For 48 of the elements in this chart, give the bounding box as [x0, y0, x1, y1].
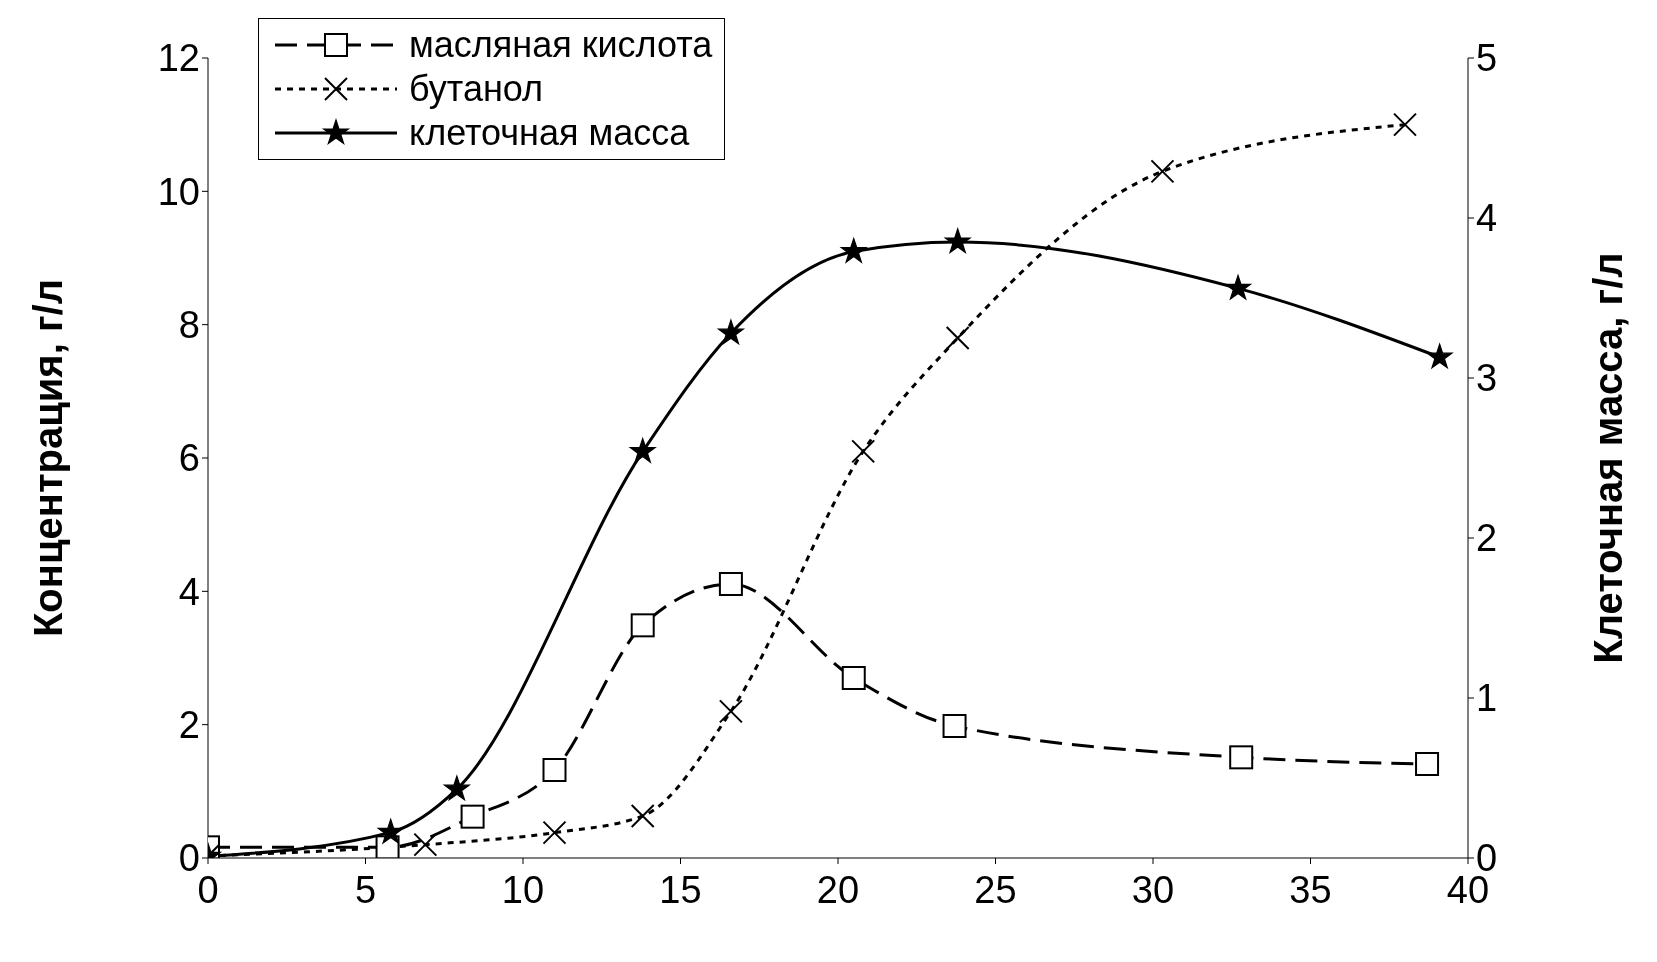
y-tick-label: 0	[178, 837, 200, 880]
point	[377, 818, 404, 844]
y-tick-label: 12	[157, 37, 200, 80]
point	[718, 572, 743, 596]
point	[840, 238, 867, 263]
point	[841, 666, 866, 690]
point	[1415, 752, 1440, 776]
legend-label: клеточная масса	[409, 112, 690, 154]
y2-tick-label: 5	[1476, 37, 1498, 80]
point	[942, 714, 967, 738]
y-axis-title: Концентрация, г/л	[26, 278, 71, 638]
x-tick-label: 35	[1289, 868, 1332, 911]
x-tick-label: 20	[816, 868, 860, 911]
point	[413, 832, 438, 857]
point	[630, 613, 655, 638]
point	[1229, 745, 1254, 770]
point	[630, 804, 655, 828]
point	[443, 775, 470, 801]
legend-label: бутанол	[409, 68, 544, 110]
y2-tick-label: 1	[1476, 677, 1498, 720]
y2-axis-title: Клеточная масса, г/л	[1586, 252, 1631, 664]
point	[542, 758, 567, 782]
point	[1426, 343, 1453, 369]
point	[851, 439, 876, 464]
legend-label: масляная кислота	[409, 24, 713, 66]
y-tick-label: 10	[157, 170, 200, 213]
y-tick-label: 6	[178, 437, 200, 480]
x-tick-label: 25	[974, 868, 1017, 911]
y-tick-label: 2	[178, 704, 200, 747]
x-tick-label: 15	[659, 868, 702, 911]
y2-tick-label: 2	[1476, 517, 1498, 560]
point	[460, 804, 485, 829]
point	[945, 326, 970, 350]
x-tick-label: 5	[354, 868, 377, 911]
y2-tick-label: 3	[1476, 357, 1498, 400]
point	[1225, 274, 1252, 300]
y2-tick-label: 4	[1476, 197, 1498, 240]
point	[717, 319, 744, 345]
point	[542, 820, 567, 845]
x-tick-label: 30	[1131, 868, 1175, 911]
point	[944, 228, 971, 254]
x-tick-label: 10	[501, 868, 545, 911]
y-tick-label: 8	[178, 304, 200, 347]
point	[629, 438, 656, 463]
y-tick-label: 4	[178, 570, 200, 613]
point	[718, 699, 743, 724]
point	[1393, 112, 1417, 137]
point	[1150, 159, 1175, 184]
